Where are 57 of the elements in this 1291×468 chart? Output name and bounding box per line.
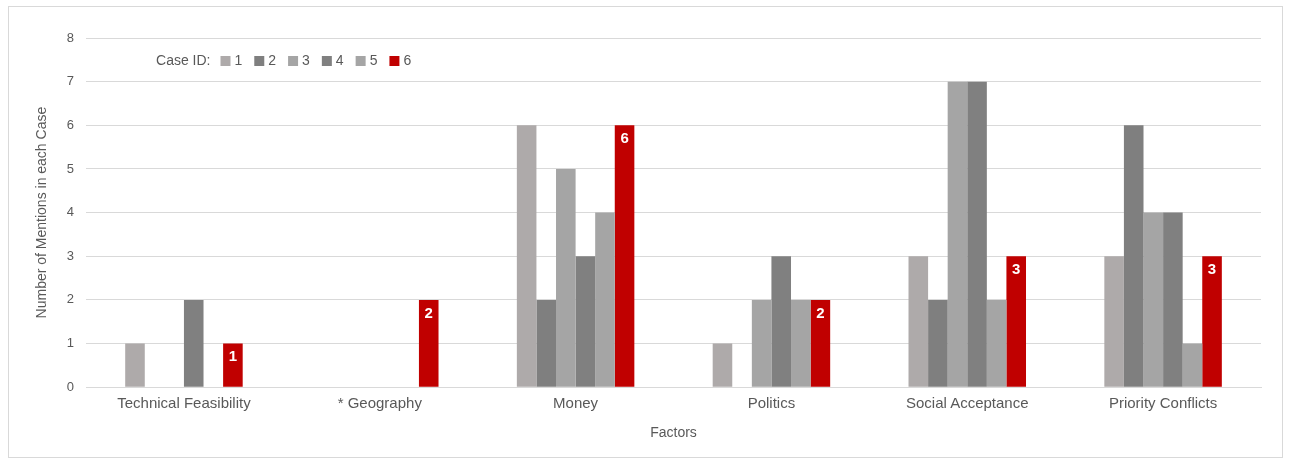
bar — [183, 299, 204, 387]
x-axis-title: Factors — [650, 424, 697, 441]
bar — [125, 343, 145, 387]
y-tick-label: 1 — [66, 335, 75, 351]
bar — [810, 299, 831, 387]
bar — [947, 81, 968, 387]
legend-label: 4 — [335, 51, 344, 68]
bar — [967, 81, 987, 387]
y-tick-label: 2 — [66, 291, 75, 307]
y-tick-label: 4 — [66, 204, 75, 220]
bar — [536, 299, 557, 387]
legend-label: 1 — [234, 51, 243, 68]
bar — [575, 256, 596, 387]
bar — [223, 343, 243, 387]
bar — [1182, 343, 1203, 387]
bar — [1143, 212, 1164, 387]
bar — [516, 125, 537, 387]
bar — [986, 299, 1007, 387]
bar — [1123, 125, 1144, 387]
legend-label: 5 — [369, 51, 378, 68]
legend-label: 6 — [403, 51, 412, 68]
x-tick-label: Priority Conflicts — [1108, 394, 1218, 412]
data-label: 2 — [816, 303, 825, 321]
data-label: 1 — [228, 347, 238, 365]
bar — [1104, 256, 1124, 387]
bar — [771, 256, 792, 387]
data-label: 3 — [1012, 259, 1021, 277]
x-tick-label: Politics — [747, 394, 796, 412]
y-tick-label: 3 — [66, 247, 75, 263]
data-label: 3 — [1207, 259, 1217, 277]
x-tick-label: Money — [553, 394, 599, 412]
bar — [418, 299, 439, 387]
bar — [712, 343, 733, 387]
bar — [908, 256, 929, 387]
bar — [791, 299, 811, 387]
x-tick-label: Technical Feasibility — [117, 394, 252, 412]
bar — [595, 212, 615, 387]
y-tick-label: 7 — [66, 73, 75, 89]
bar — [1202, 256, 1222, 387]
legend-label: 3 — [302, 51, 311, 68]
y-axis-title: Number of Mentions in each Case — [33, 106, 50, 319]
bar — [1006, 256, 1027, 387]
x-tick-label: * Geography — [337, 394, 423, 412]
bar — [751, 299, 772, 387]
legend-label: 2 — [268, 51, 277, 68]
bar — [928, 299, 948, 387]
data-label: 6 — [620, 128, 629, 146]
y-tick-label: 8 — [66, 29, 75, 45]
y-tick-label: 0 — [66, 378, 75, 394]
bar — [556, 168, 576, 387]
bar — [614, 125, 635, 387]
legend-title: Case ID: — [156, 51, 211, 68]
y-tick-label: 6 — [66, 116, 75, 132]
x-tick-label: Social Acceptance — [905, 394, 1029, 412]
bar — [1163, 212, 1183, 387]
y-tick-label: 5 — [66, 160, 75, 176]
data-label: 2 — [424, 303, 433, 321]
